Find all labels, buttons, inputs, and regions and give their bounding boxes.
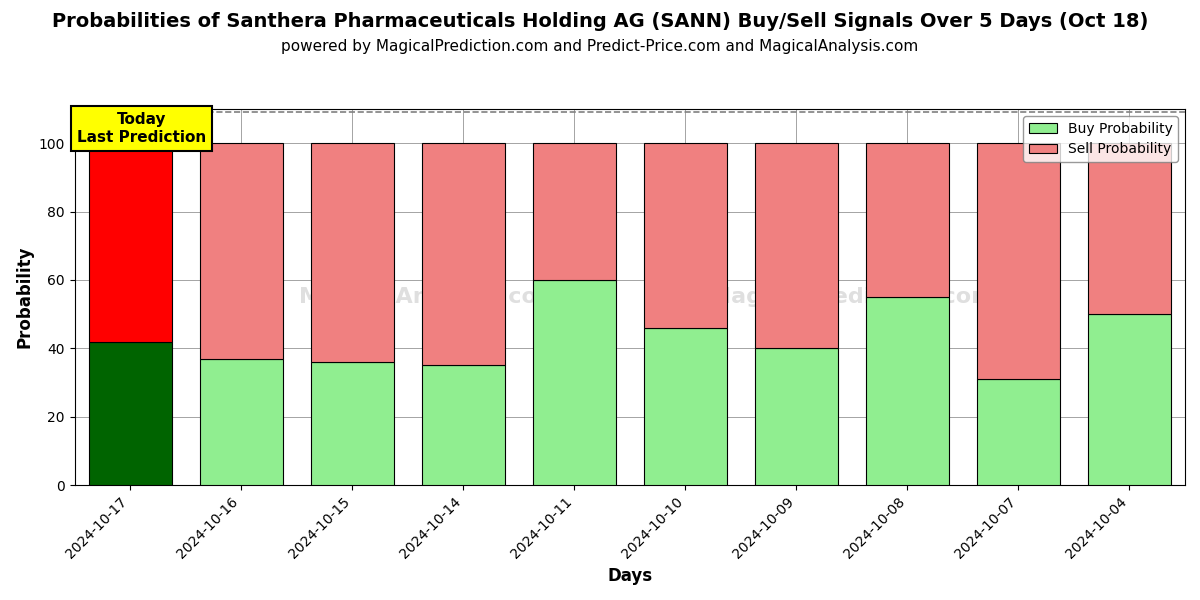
- Bar: [1088, 314, 1171, 485]
- Bar: [977, 143, 1060, 379]
- Text: Probabilities of Santhera Pharmaceuticals Holding AG (SANN) Buy/Sell Signals Ove: Probabilities of Santhera Pharmaceutical…: [52, 12, 1148, 31]
- Bar: [643, 143, 727, 328]
- Y-axis label: Probability: Probability: [16, 246, 34, 349]
- Bar: [89, 143, 172, 341]
- Bar: [865, 143, 949, 297]
- Bar: [421, 365, 505, 485]
- Bar: [1088, 143, 1171, 314]
- Bar: [755, 349, 838, 485]
- Legend: Buy Probability, Sell Probability: Buy Probability, Sell Probability: [1024, 116, 1178, 162]
- Bar: [865, 297, 949, 485]
- Bar: [643, 328, 727, 485]
- Bar: [311, 362, 394, 485]
- Bar: [533, 280, 616, 485]
- Bar: [199, 143, 283, 359]
- Bar: [199, 359, 283, 485]
- Bar: [533, 143, 616, 280]
- Bar: [311, 143, 394, 362]
- Bar: [755, 143, 838, 349]
- Text: Today
Last Prediction: Today Last Prediction: [77, 112, 206, 145]
- Text: MagicalAnalysis.com: MagicalAnalysis.com: [300, 287, 560, 307]
- Bar: [421, 143, 505, 365]
- Bar: [977, 379, 1060, 485]
- Bar: [89, 341, 172, 485]
- X-axis label: Days: Days: [607, 567, 653, 585]
- Text: powered by MagicalPrediction.com and Predict-Price.com and MagicalAnalysis.com: powered by MagicalPrediction.com and Pre…: [281, 39, 919, 54]
- Text: MagicalPrediction.com: MagicalPrediction.com: [709, 287, 995, 307]
